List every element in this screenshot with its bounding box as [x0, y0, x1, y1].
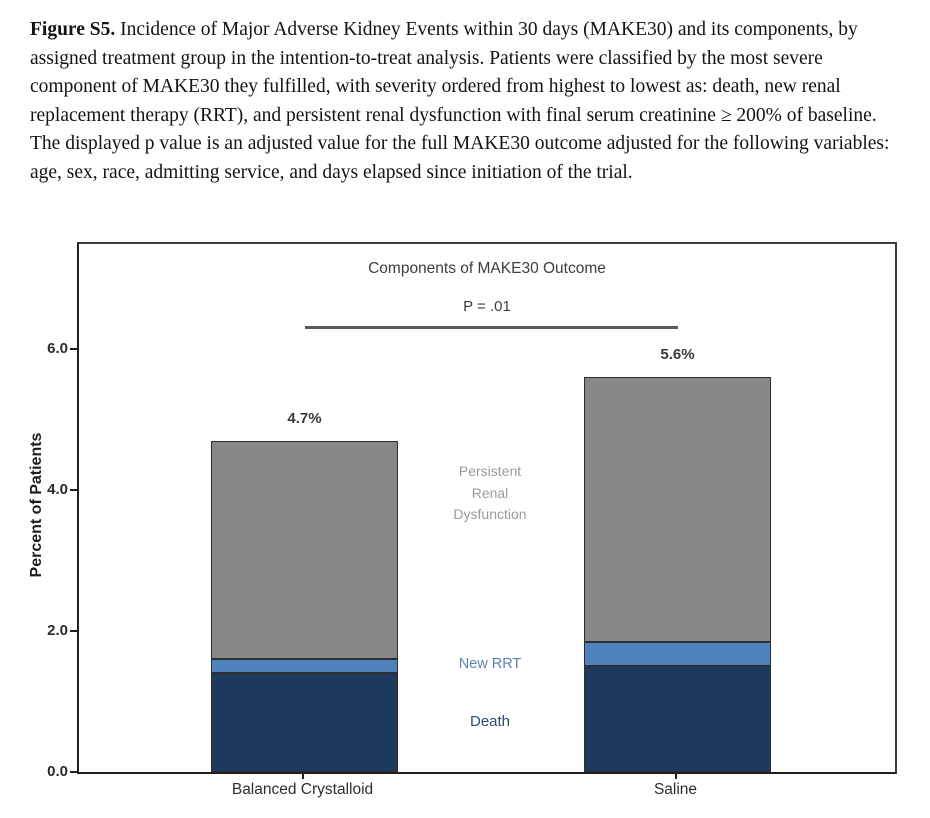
x-category-label: Balanced Crystalloid: [231, 781, 374, 798]
caption-line: assigned treatment group in the intentio…: [30, 47, 823, 69]
caption-line: replacement therapy (RRT), and persisten…: [30, 104, 877, 126]
caption-line: age, sex, race, admitting service, and d…: [30, 161, 633, 183]
caption-line: component of MAKE30 they fulfilled, with…: [30, 76, 841, 97]
annotation-persistent-renal-dysfunction: Persistent Renal Dysfunction: [453, 461, 526, 526]
y-tick-label: 4.0: [47, 481, 68, 498]
x-category-label: Saline: [653, 781, 698, 798]
chart-panel: Components of MAKE30 Outcome P = .01 Per…: [77, 242, 897, 774]
bar-segment-persistent-renal-dysfunction: [211, 440, 398, 660]
annotation-line: Persistent: [458, 463, 522, 479]
chart-title: Components of MAKE30 Outcome: [368, 260, 606, 277]
x-tick-mark: [674, 774, 677, 779]
bar-segment-new-rrt: [584, 641, 771, 667]
bar-segment-death: [584, 666, 771, 772]
p-value-label: P = .01: [463, 298, 511, 315]
stacked-bar-balanced-crystalloid: [211, 440, 398, 772]
bar-segment-death: [211, 673, 398, 772]
y-tick-label: 6.0: [47, 340, 68, 357]
bar-total-label: 5.6%: [660, 346, 695, 364]
annotation-new-rrt: New RRT: [458, 656, 522, 672]
annotation-line: Renal: [471, 484, 509, 501]
annotation-death: Death: [469, 713, 511, 730]
y-tick-mark: [70, 630, 77, 632]
annotation-line: Dysfunction: [453, 506, 527, 522]
significance-line: [304, 326, 678, 329]
y-tick-mark: [70, 348, 77, 350]
bar-segment-new-rrt: [211, 659, 398, 674]
y-tick-label: 0.0: [47, 763, 68, 780]
bar-segment-persistent-renal-dysfunction: [584, 377, 771, 642]
y-axis-title: Percent of Patients: [28, 432, 45, 578]
figure-caption: Figure S5. Incidence of Major Adverse Ki…: [30, 16, 898, 187]
x-tick-mark: [301, 774, 304, 779]
caption-line-1-text: Incidence of Major Adverse Kidney Events…: [120, 19, 858, 40]
y-tick-label: 2.0: [47, 622, 68, 639]
figure-label: Figure S5.: [30, 19, 116, 40]
caption-line: Figure S5. Incidence of Major Adverse Ki…: [30, 16, 898, 45]
y-tick-mark: [70, 489, 77, 491]
caption-line: The displayed p value is an adjusted val…: [30, 133, 890, 154]
y-tick-mark: [70, 771, 77, 773]
bar-total-label: 4.7%: [287, 409, 322, 427]
stacked-bar-saline: [584, 377, 771, 772]
